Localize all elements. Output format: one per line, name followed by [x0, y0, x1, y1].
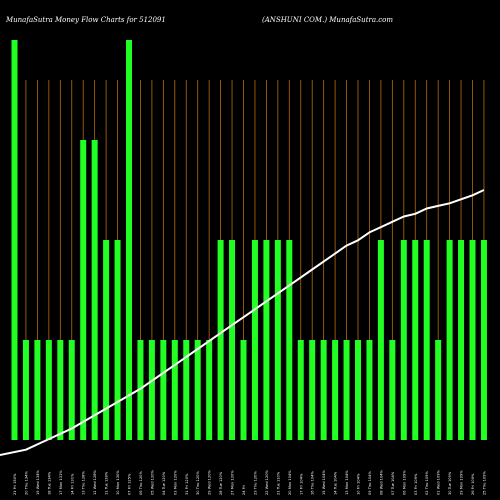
bar — [194, 340, 201, 440]
bar — [458, 240, 465, 440]
x-tick-label: 01 Wed 109% — [437, 469, 441, 495]
bar — [366, 340, 373, 440]
bar — [34, 340, 41, 440]
x-tick-label: 07 Tue 104% — [391, 471, 395, 495]
bar — [11, 40, 18, 440]
x-tick-label: 02 Thu 109% — [425, 471, 429, 495]
bar — [22, 340, 29, 440]
x-tick-label: 14 Tue 104% — [334, 471, 338, 495]
bar — [263, 240, 270, 440]
bar — [355, 340, 361, 440]
x-tick-label: 10 Fri 104% — [357, 473, 361, 495]
x-tick-label: 21 Fri 150% — [13, 473, 17, 495]
x-tick-label: 18 Tue 134% — [47, 471, 51, 495]
bar — [332, 340, 339, 440]
x-tick-label: 08 Wed 104% — [379, 469, 383, 495]
x-tick-label: 14 Fri 131% — [70, 473, 74, 495]
trend-line — [0, 189, 485, 456]
x-tick-label: 25 Thu 109% — [482, 471, 486, 495]
x-tick-label: 21 Tue 110% — [276, 471, 280, 495]
bar — [412, 240, 419, 440]
bar — [80, 140, 87, 440]
x-tick-label: 22 Wed 120% — [265, 469, 269, 495]
chart-header-right: (ANSHUNI COM.) MunafaSutra.com — [262, 16, 393, 24]
bar — [400, 240, 407, 440]
bar-series — [11, 40, 487, 440]
bar — [240, 340, 247, 440]
x-tick-label: 16 Thu 104% — [311, 471, 315, 495]
trend-line-layer — [0, 189, 485, 456]
bar — [297, 340, 304, 440]
x-tick-label: 09 Thu 104% — [368, 471, 372, 495]
bar — [126, 40, 132, 440]
bar — [286, 240, 293, 440]
x-tick-label: 29 Mon 109% — [460, 470, 464, 495]
bar — [435, 340, 442, 440]
bar — [137, 340, 144, 440]
x-tick-label: 13 Mon 104% — [345, 470, 349, 495]
x-tick-label: 29 Wed 120% — [208, 469, 212, 495]
x-tick-label: 20 Thu 134% — [24, 471, 28, 495]
bar — [309, 340, 316, 440]
bar — [148, 340, 155, 440]
x-tick-label: 05 Wed 120% — [150, 469, 154, 495]
x-tick-label: 11 Tue 128% — [105, 471, 109, 495]
x-tick-label: 31 Fri 120% — [185, 473, 189, 495]
bar — [469, 240, 476, 440]
bar — [171, 340, 178, 440]
x-tick-label: 30 Tue 109% — [448, 471, 452, 495]
x-tick-label: 26 Fri 109% — [471, 473, 475, 495]
bar — [446, 240, 453, 440]
bar — [160, 340, 167, 440]
bar — [389, 340, 396, 440]
x-tick-label: 27 Mon 120% — [231, 470, 235, 495]
x-tick-label: 19 Wed 134% — [36, 469, 40, 495]
x-tick-label: 17 Mon 131% — [59, 470, 63, 495]
bar — [45, 340, 52, 440]
bar — [480, 240, 487, 440]
bar — [114, 240, 121, 440]
bar — [91, 140, 98, 440]
bar — [343, 340, 350, 440]
x-tick-label: 03 Mon 120% — [173, 470, 177, 495]
bar — [274, 240, 281, 440]
x-tick-label: 13 Thu 128% — [82, 471, 86, 495]
bar — [206, 340, 213, 440]
x-tick-label: 28 Tue 120% — [219, 471, 223, 495]
bar — [183, 340, 190, 440]
x-tick-label: 12 Wed 128% — [93, 469, 97, 495]
x-tick-label: 17 Fri 104% — [299, 473, 303, 495]
x-tick-label: 15 Wed 104% — [322, 469, 326, 495]
bar — [320, 340, 327, 440]
bar — [217, 240, 224, 440]
bar — [57, 340, 64, 440]
x-tick-label: 04 Tue 120% — [162, 471, 166, 495]
x-tick-label: 30 Thu 120% — [196, 471, 200, 495]
x-tick-label: 03 Fri 109% — [414, 473, 418, 495]
bar — [423, 240, 430, 440]
x-tick-label: 20 Mon 104% — [288, 470, 292, 495]
bar — [68, 340, 75, 440]
x-tick-label: 23 Thu 120% — [253, 471, 257, 495]
x-tick-labels: 21 Fri 150% 20 Thu 134% 19 Wed 134% 18 Tue … — [13, 469, 486, 495]
bar — [229, 240, 236, 440]
x-tick-label: 06 Mon 109% — [402, 470, 406, 495]
bar — [103, 240, 110, 440]
x-tick-label: 24 Fri — [242, 485, 246, 495]
x-tick-label: 10 Mon 130% — [116, 470, 120, 495]
x-tick-label: 07 Fri 125% — [128, 473, 132, 495]
bar — [251, 240, 258, 440]
bar — [377, 240, 384, 440]
chart-header-left: MunafaSutra Money Flow Charts for 512091 — [5, 16, 166, 24]
x-tick-label: 06 Thu 120% — [139, 471, 143, 495]
